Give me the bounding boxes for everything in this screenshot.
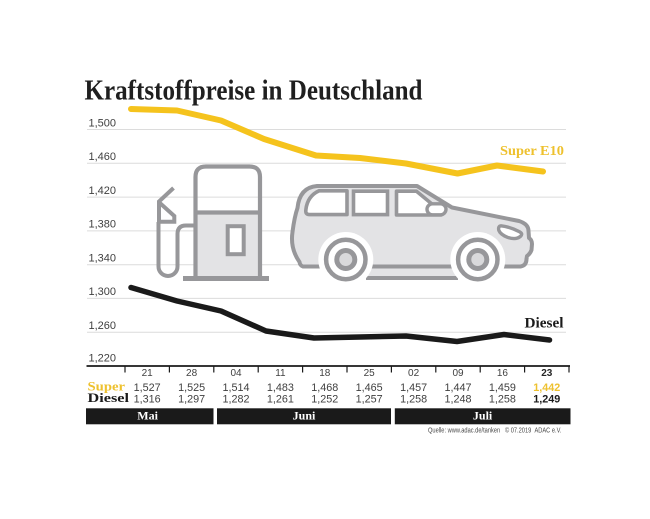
- svg-text:1,483: 1,483: [267, 382, 294, 394]
- svg-text:1,297: 1,297: [178, 394, 205, 406]
- svg-text:1,457: 1,457: [400, 382, 427, 394]
- svg-text:09: 09: [452, 368, 464, 379]
- svg-text:Juli: Juli: [473, 409, 493, 423]
- svg-text:23: 23: [541, 368, 553, 379]
- svg-text:Juni: Juni: [293, 409, 316, 423]
- svg-text:1,300: 1,300: [88, 286, 116, 298]
- svg-text:04: 04: [230, 368, 242, 379]
- svg-text:Quelle: www.adac.de/tanken ©: Quelle: www.adac.de/tanken © 07.2019 ADA…: [428, 427, 562, 435]
- svg-text:Super E10: Super E10: [500, 143, 564, 158]
- svg-text:1,447: 1,447: [444, 382, 471, 394]
- svg-text:1,258: 1,258: [489, 394, 516, 406]
- svg-text:Diesel: Diesel: [88, 390, 130, 405]
- svg-text:1,261: 1,261: [267, 394, 294, 406]
- svg-text:11: 11: [275, 368, 286, 379]
- svg-text:28: 28: [186, 368, 198, 379]
- svg-text:1,380: 1,380: [88, 219, 116, 231]
- svg-text:1,465: 1,465: [356, 382, 383, 394]
- svg-text:Kraftstoffpreise in Deutschlan: Kraftstoffpreise in Deutschland: [85, 75, 423, 107]
- svg-text:1,282: 1,282: [222, 394, 249, 406]
- svg-text:1,316: 1,316: [134, 394, 161, 406]
- svg-text:1,468: 1,468: [311, 382, 338, 394]
- svg-text:Super: Super: [88, 378, 126, 393]
- svg-text:1,527: 1,527: [134, 382, 161, 394]
- svg-text:Diesel: Diesel: [525, 316, 564, 332]
- svg-text:25: 25: [364, 368, 376, 379]
- svg-text:1,460: 1,460: [88, 151, 116, 163]
- svg-text:1,260: 1,260: [88, 320, 116, 332]
- svg-text:1,420: 1,420: [88, 185, 116, 197]
- svg-text:21: 21: [142, 368, 154, 379]
- svg-text:02: 02: [408, 368, 420, 379]
- svg-text:1,258: 1,258: [400, 394, 427, 406]
- svg-text:18: 18: [319, 368, 331, 379]
- svg-text:1,220: 1,220: [88, 352, 116, 364]
- svg-text:1,514: 1,514: [222, 382, 249, 394]
- svg-text:1,252: 1,252: [311, 394, 338, 406]
- svg-text:1,500: 1,500: [88, 117, 116, 129]
- svg-text:1,340: 1,340: [88, 253, 116, 265]
- svg-text:1,442: 1,442: [533, 382, 560, 394]
- svg-text:1,257: 1,257: [356, 394, 383, 406]
- svg-text:1,248: 1,248: [444, 394, 471, 406]
- svg-text:1,525: 1,525: [178, 382, 205, 394]
- svg-text:Mai: Mai: [137, 409, 158, 423]
- svg-text:16: 16: [497, 368, 509, 379]
- svg-text:1,249: 1,249: [533, 394, 560, 406]
- svg-text:1,459: 1,459: [489, 382, 516, 394]
